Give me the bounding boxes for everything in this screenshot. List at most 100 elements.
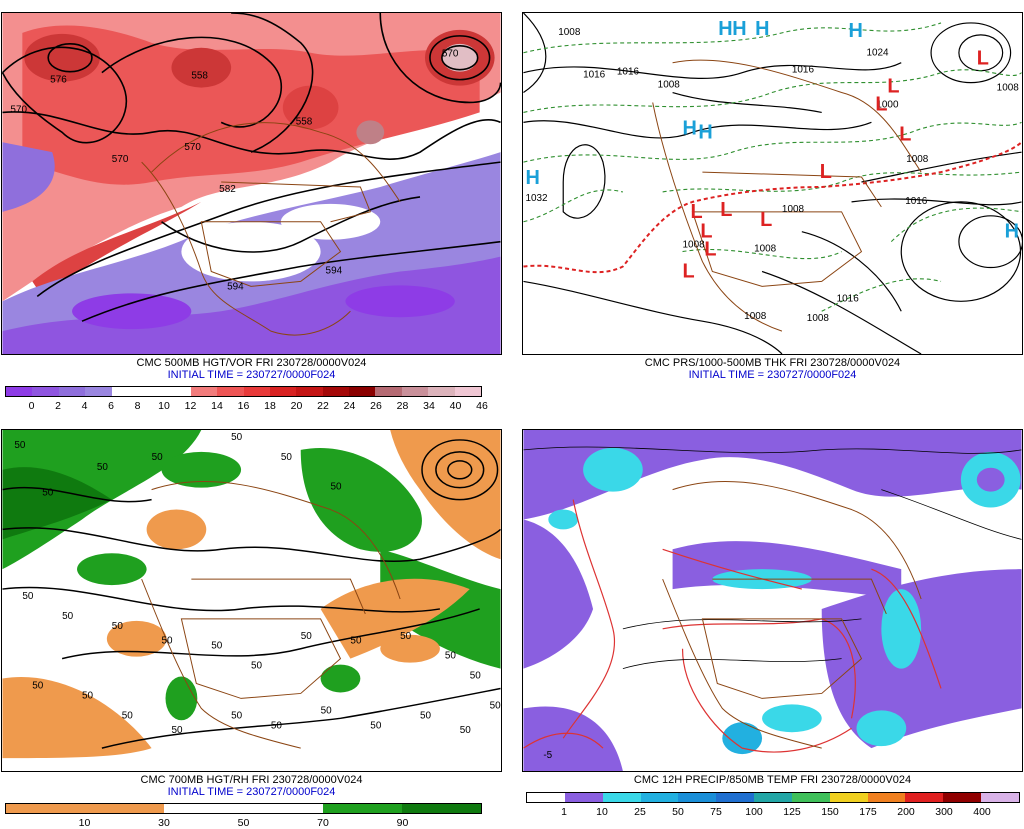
colorbar-tick-label: 22 xyxy=(317,400,329,412)
initial-time: INITIAL TIME = 230727/0000F024 xyxy=(167,786,336,798)
rh-contour-label: 50 xyxy=(490,700,501,711)
low-pressure-marker: L xyxy=(899,123,911,145)
rh-contour-label: 50 xyxy=(271,720,283,731)
isobar-label: 1008 xyxy=(683,240,706,251)
colorbar-swatch xyxy=(58,387,86,396)
rh-contour-label: 50 xyxy=(460,725,472,736)
colorbar-swatch xyxy=(217,387,244,396)
isobar-label: 1032 xyxy=(525,193,548,204)
isobar-label: 1016 xyxy=(792,65,815,76)
colorbar-tick-label: 0 xyxy=(28,400,35,412)
map-precip-850mb-temp: -5 xyxy=(522,429,1023,772)
low-pressure-marker: L xyxy=(704,239,716,261)
temperature-contours xyxy=(523,499,942,753)
rh-contour-label: 50 xyxy=(171,725,183,736)
height-contours xyxy=(2,439,501,749)
low-pressure-marker: L xyxy=(720,199,732,221)
rh-contour-label: 50 xyxy=(162,636,174,647)
panel-500mb-vorticity: 576 570 558 570 570 582 594 594 570 558 … xyxy=(1,12,502,412)
colorbar-swatch xyxy=(428,387,455,396)
colorbar-swatch xyxy=(454,387,482,396)
rh-contour-label: 50 xyxy=(331,482,343,493)
low-pressure-marker: L xyxy=(875,93,887,115)
colorbar-swatch xyxy=(375,387,402,396)
colorbar-swatch xyxy=(678,793,717,802)
colorbar-tick-label: 16 xyxy=(237,400,250,412)
initial-time: INITIAL TIME = 230727/0000F024 xyxy=(688,369,857,381)
colorbar-tick-label: 1 xyxy=(561,806,567,818)
colorbar-tick-label: 18 xyxy=(264,400,276,412)
isobar-label: 1016 xyxy=(905,196,928,207)
colorbar-swatch xyxy=(6,804,86,813)
colorbar-swatch xyxy=(6,387,33,396)
vorticity-negative-shading xyxy=(2,142,501,354)
map-500mb-vorticity: 576 570 558 570 570 582 594 594 570 558 xyxy=(1,12,502,355)
contour-label: 570 xyxy=(442,49,459,60)
vorticity-map-svg: 576 570 558 570 570 582 594 594 570 558 xyxy=(2,13,501,354)
low-pressure-marker: L xyxy=(683,260,695,282)
panel-pressure-thickness: 1008 1016 1008 1016 1024 1008 1000 1008 … xyxy=(522,12,1023,402)
contour-label: 558 xyxy=(296,116,313,127)
isobar-label: 1016 xyxy=(617,67,640,78)
precip-colorbar xyxy=(526,792,1020,803)
rh-contour-label: 50 xyxy=(445,651,457,662)
temperature-label: -5 xyxy=(543,750,552,761)
colorbar-tick-label: 50 xyxy=(672,806,684,818)
rh-contour-label: 50 xyxy=(321,705,333,716)
colorbar-tick-label: 34 xyxy=(423,400,435,412)
colorbar-tick-label: 12 xyxy=(184,400,197,412)
high-pressure-marker: H xyxy=(698,121,712,143)
colorbar-swatch xyxy=(829,793,868,802)
colorbar-tick-label: 46 xyxy=(476,400,488,412)
rh-contour-label: 50 xyxy=(82,690,94,701)
rh-contour-label: 50 xyxy=(62,611,74,622)
low-pressure-marker: L xyxy=(887,76,899,98)
colorbar-tick-label: 10 xyxy=(158,400,170,412)
colorbar-tick-label: 175 xyxy=(859,806,877,818)
isobar-label: 1008 xyxy=(782,204,805,215)
panel-precip-850mb-temp: -5 CMC 12H PRECIP/850MB TEMP FRI 230728/… xyxy=(522,429,1023,819)
colorbar-swatch xyxy=(137,387,165,396)
high-pressure-marker: H xyxy=(1005,221,1019,243)
colorbar-tick-label: 25 xyxy=(634,806,646,818)
colorbar-tick-label: 26 xyxy=(370,400,382,412)
colorbar-swatch xyxy=(85,804,165,813)
vorticity-colorbar-ticks: 0 2 4 6 8 10 12 14 16 18 20 22 24 26 28 34 40 46 xyxy=(5,400,488,412)
colorbar-swatch xyxy=(401,804,482,813)
rh-contour-label: 50 xyxy=(122,710,134,721)
panel-title: CMC 700MB HGT/RH FRI 230728/0000V024 xyxy=(140,774,363,786)
rh-contour-label: 50 xyxy=(97,462,109,473)
rh-contour-label: 50 xyxy=(231,432,243,443)
colorbar-tick-label: 100 xyxy=(745,806,763,818)
colorbar-tick-label: 20 xyxy=(290,400,303,412)
rh-contour-label: 50 xyxy=(420,710,432,721)
rh-contour-label: 50 xyxy=(400,631,412,642)
high-pressure-marker: H xyxy=(525,167,539,189)
contour-label: 594 xyxy=(326,265,343,276)
high-pressure-marker: H xyxy=(732,18,746,40)
high-pressure-marker: H xyxy=(683,117,697,139)
contour-label: 558 xyxy=(191,71,208,82)
colorbar-tick-label: 2 xyxy=(55,400,61,412)
isobar-label: 1008 xyxy=(906,154,929,165)
map-pressure-thickness: 1008 1016 1008 1016 1024 1008 1000 1008 … xyxy=(522,12,1023,355)
precip-map-svg: -5 xyxy=(523,430,1022,771)
colorbar-swatch xyxy=(296,387,323,396)
panel-title: CMC 12H PRECIP/850MB TEMP FRI 230728/000… xyxy=(633,774,912,786)
isobars xyxy=(523,13,1022,354)
colorbar-swatch xyxy=(640,793,679,802)
isobar-label: 1008 xyxy=(744,311,767,322)
colorbar-tick-label: 8 xyxy=(134,400,141,412)
rh-labels: 50 50 50 50 50 50 50 50 50 50 50 50 50 50 50 50 50 50 50 50… xyxy=(14,432,501,736)
high-pressure-marker: H xyxy=(718,18,732,40)
low-pressure-marker: L xyxy=(820,161,832,183)
colorbar-swatch xyxy=(401,387,429,396)
humidity-dry-shading xyxy=(2,430,501,759)
colorbar-swatch xyxy=(164,804,244,813)
colorbar-tick-label: 24 xyxy=(343,400,356,412)
colorbar-swatch xyxy=(527,793,565,802)
colorbar-tick-label: 400 xyxy=(973,806,991,818)
rh-contour-label: 50 xyxy=(42,488,54,499)
geographic-borders xyxy=(141,480,401,749)
colorbar-swatch xyxy=(602,793,641,802)
